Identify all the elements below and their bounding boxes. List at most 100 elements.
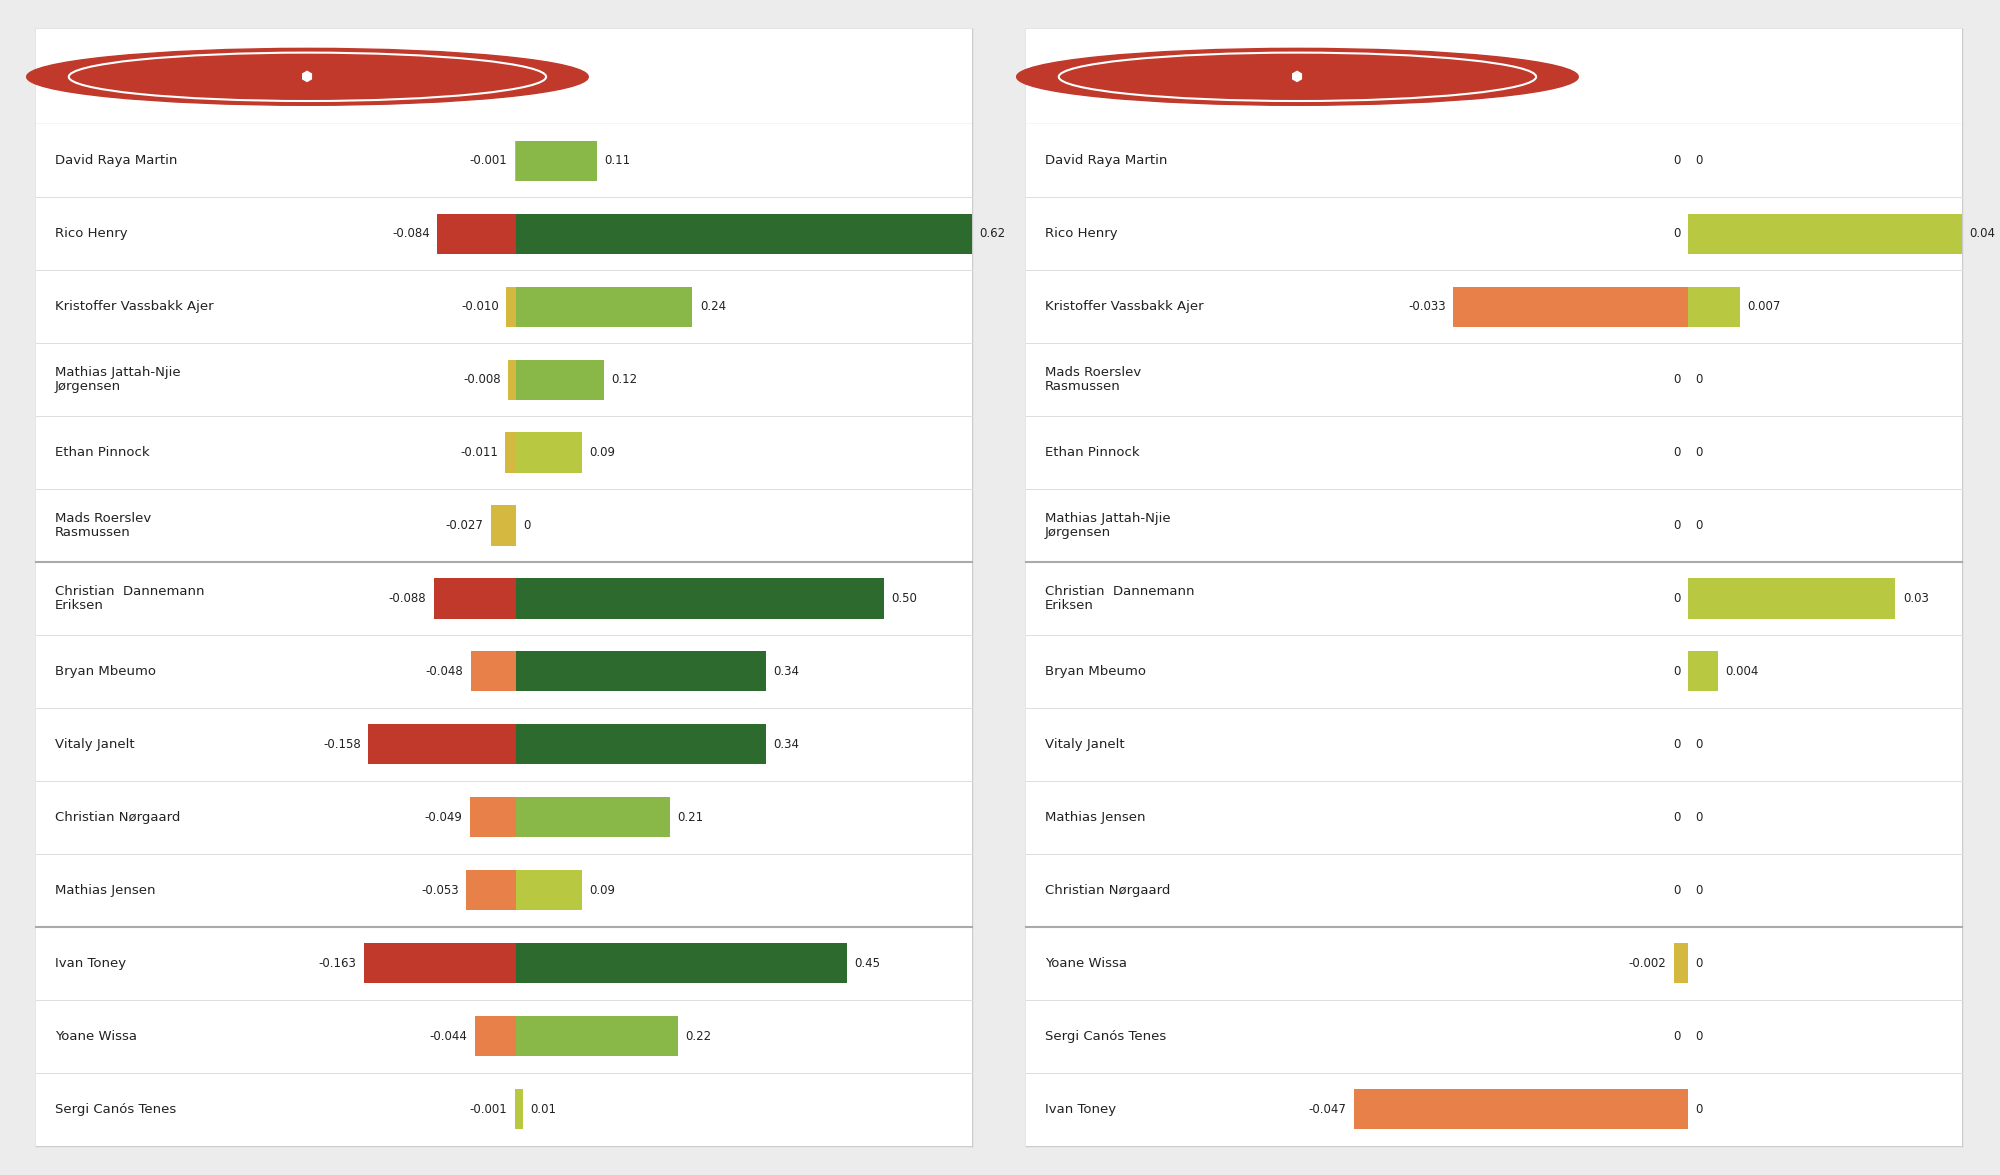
Text: 0.04: 0.04 [1970, 227, 1996, 240]
Text: 0: 0 [1696, 1029, 1704, 1042]
Text: 0.03: 0.03 [1902, 592, 1928, 605]
Text: 0: 0 [1674, 884, 1680, 897]
Text: 0.11: 0.11 [604, 154, 630, 167]
Text: 0: 0 [1674, 227, 1680, 240]
Text: Vitaly Janelt: Vitaly Janelt [54, 738, 134, 751]
Bar [516, 214, 972, 254]
Text: 0.34: 0.34 [774, 665, 800, 678]
Bar [516, 287, 692, 327]
Text: ⬢: ⬢ [302, 69, 314, 83]
Bar [516, 1089, 524, 1129]
Bar [490, 505, 516, 545]
Text: -0.049: -0.049 [424, 811, 462, 824]
Bar [466, 871, 516, 911]
Text: -0.010: -0.010 [462, 300, 498, 314]
Text: -0.008: -0.008 [464, 374, 500, 387]
Text: 0.004: 0.004 [1726, 665, 1758, 678]
Text: Ethan Pinnock: Ethan Pinnock [54, 446, 150, 459]
Text: 0: 0 [1674, 519, 1680, 532]
Bar [516, 141, 596, 181]
Text: 0: 0 [1674, 811, 1680, 824]
Text: 0: 0 [1696, 956, 1704, 969]
Text: 0.12: 0.12 [612, 374, 638, 387]
Text: Christian  Dannemann
Eriksen: Christian Dannemann Eriksen [54, 585, 204, 612]
Text: 0: 0 [1674, 1029, 1680, 1042]
Text: Mathias Jensen: Mathias Jensen [1044, 811, 1146, 824]
Text: Sergi Canós Tenes: Sergi Canós Tenes [1044, 1029, 1166, 1042]
Bar [470, 798, 516, 838]
Text: 0: 0 [1674, 738, 1680, 751]
Text: 0.09: 0.09 [590, 884, 616, 897]
Bar [516, 432, 582, 472]
Text: Yoane Wissa: Yoane Wissa [54, 1029, 136, 1042]
Bar [1688, 651, 1718, 691]
Bar [516, 1016, 678, 1056]
Text: 0: 0 [1696, 446, 1704, 459]
Bar [1688, 287, 1740, 327]
Bar [516, 798, 670, 838]
Text: 0.21: 0.21 [678, 811, 704, 824]
Text: Mathias Jensen: Mathias Jensen [54, 884, 156, 897]
Bar [516, 871, 582, 911]
Text: 0: 0 [1696, 811, 1704, 824]
Bar [470, 651, 516, 691]
Text: Christian Nørgaard: Christian Nørgaard [1044, 884, 1170, 897]
Text: 0: 0 [1696, 1102, 1704, 1115]
Bar [508, 360, 516, 400]
Bar [364, 944, 516, 983]
Text: Mathias Jattah-Njie
Jørgensen: Mathias Jattah-Njie Jørgensen [1044, 512, 1170, 539]
Text: Rico Henry: Rico Henry [54, 227, 128, 240]
Text: -0.001: -0.001 [470, 1102, 508, 1115]
Text: Mads Roerslev
Rasmussen: Mads Roerslev Rasmussen [54, 512, 150, 539]
Bar [516, 651, 766, 691]
Text: 0: 0 [1674, 374, 1680, 387]
Text: Ivan Toney: Ivan Toney [54, 956, 126, 969]
Text: 0: 0 [1696, 374, 1704, 387]
Text: -0.163: -0.163 [318, 956, 356, 969]
Text: 0.007: 0.007 [1748, 300, 1780, 314]
Text: 0: 0 [1696, 154, 1704, 167]
Text: -0.027: -0.027 [446, 519, 484, 532]
Text: 0: 0 [1674, 592, 1680, 605]
Text: Rico Henry: Rico Henry [1044, 227, 1118, 240]
Text: Ethan Pinnock: Ethan Pinnock [1044, 446, 1140, 459]
Text: 0.34: 0.34 [774, 738, 800, 751]
Text: Christian Nørgaard: Christian Nørgaard [54, 811, 180, 824]
Bar [438, 214, 516, 254]
Bar [474, 1016, 516, 1056]
Bar [516, 578, 884, 618]
Text: -0.158: -0.158 [324, 738, 360, 751]
Bar [506, 432, 516, 472]
Text: -0.001: -0.001 [470, 154, 508, 167]
Text: -0.053: -0.053 [422, 884, 458, 897]
Text: David Raya Martin: David Raya Martin [54, 154, 178, 167]
Text: 0.62: 0.62 [980, 227, 1006, 240]
Text: Yoane Wissa: Yoane Wissa [1044, 956, 1126, 969]
Text: 0: 0 [1674, 665, 1680, 678]
Text: -0.033: -0.033 [1408, 300, 1446, 314]
Bar [434, 578, 516, 618]
Text: 0: 0 [524, 519, 530, 532]
Text: 0.01: 0.01 [530, 1102, 556, 1115]
Text: Bryan Mbeumo: Bryan Mbeumo [54, 665, 156, 678]
Text: 0: 0 [1696, 738, 1704, 751]
Text: Ivan Toney: Ivan Toney [1044, 1102, 1116, 1115]
Text: Bryan Mbeumo: Bryan Mbeumo [1044, 665, 1146, 678]
Text: -0.048: -0.048 [426, 665, 464, 678]
Text: -0.044: -0.044 [430, 1029, 468, 1042]
Text: Sergi Canós Tenes: Sergi Canós Tenes [54, 1102, 176, 1115]
Text: 0.22: 0.22 [686, 1029, 712, 1042]
Bar [1688, 214, 1962, 254]
Text: xT from Passes: xT from Passes [64, 69, 242, 94]
Bar [1674, 944, 1688, 983]
Text: -0.088: -0.088 [388, 592, 426, 605]
Text: -0.002: -0.002 [1628, 956, 1666, 969]
Text: 0: 0 [1696, 519, 1704, 532]
Text: -0.047: -0.047 [1308, 1102, 1346, 1115]
Text: 0: 0 [1674, 154, 1680, 167]
Text: -0.084: -0.084 [392, 227, 430, 240]
Circle shape [26, 48, 588, 106]
Bar [1454, 287, 1688, 327]
Text: Vitaly Janelt: Vitaly Janelt [1044, 738, 1124, 751]
Circle shape [1016, 48, 1578, 106]
